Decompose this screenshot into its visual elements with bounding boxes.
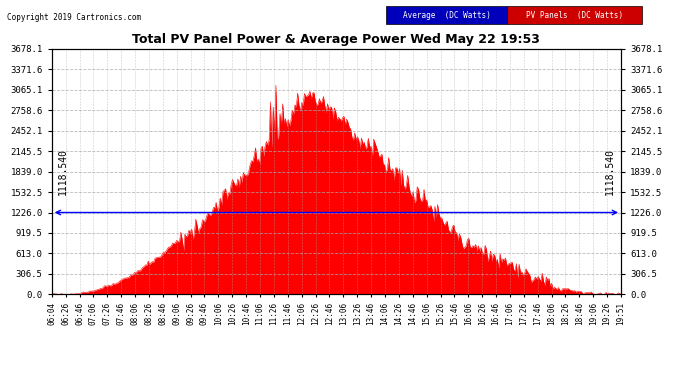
Text: 1118.540: 1118.540 (605, 148, 615, 195)
Text: 1118.540: 1118.540 (57, 148, 68, 195)
Text: Average  (DC Watts): Average (DC Watts) (403, 11, 491, 20)
Title: Total PV Panel Power & Average Power Wed May 22 19:53: Total PV Panel Power & Average Power Wed… (132, 33, 540, 46)
Text: PV Panels  (DC Watts): PV Panels (DC Watts) (526, 11, 623, 20)
Text: Copyright 2019 Cartronics.com: Copyright 2019 Cartronics.com (7, 13, 141, 22)
